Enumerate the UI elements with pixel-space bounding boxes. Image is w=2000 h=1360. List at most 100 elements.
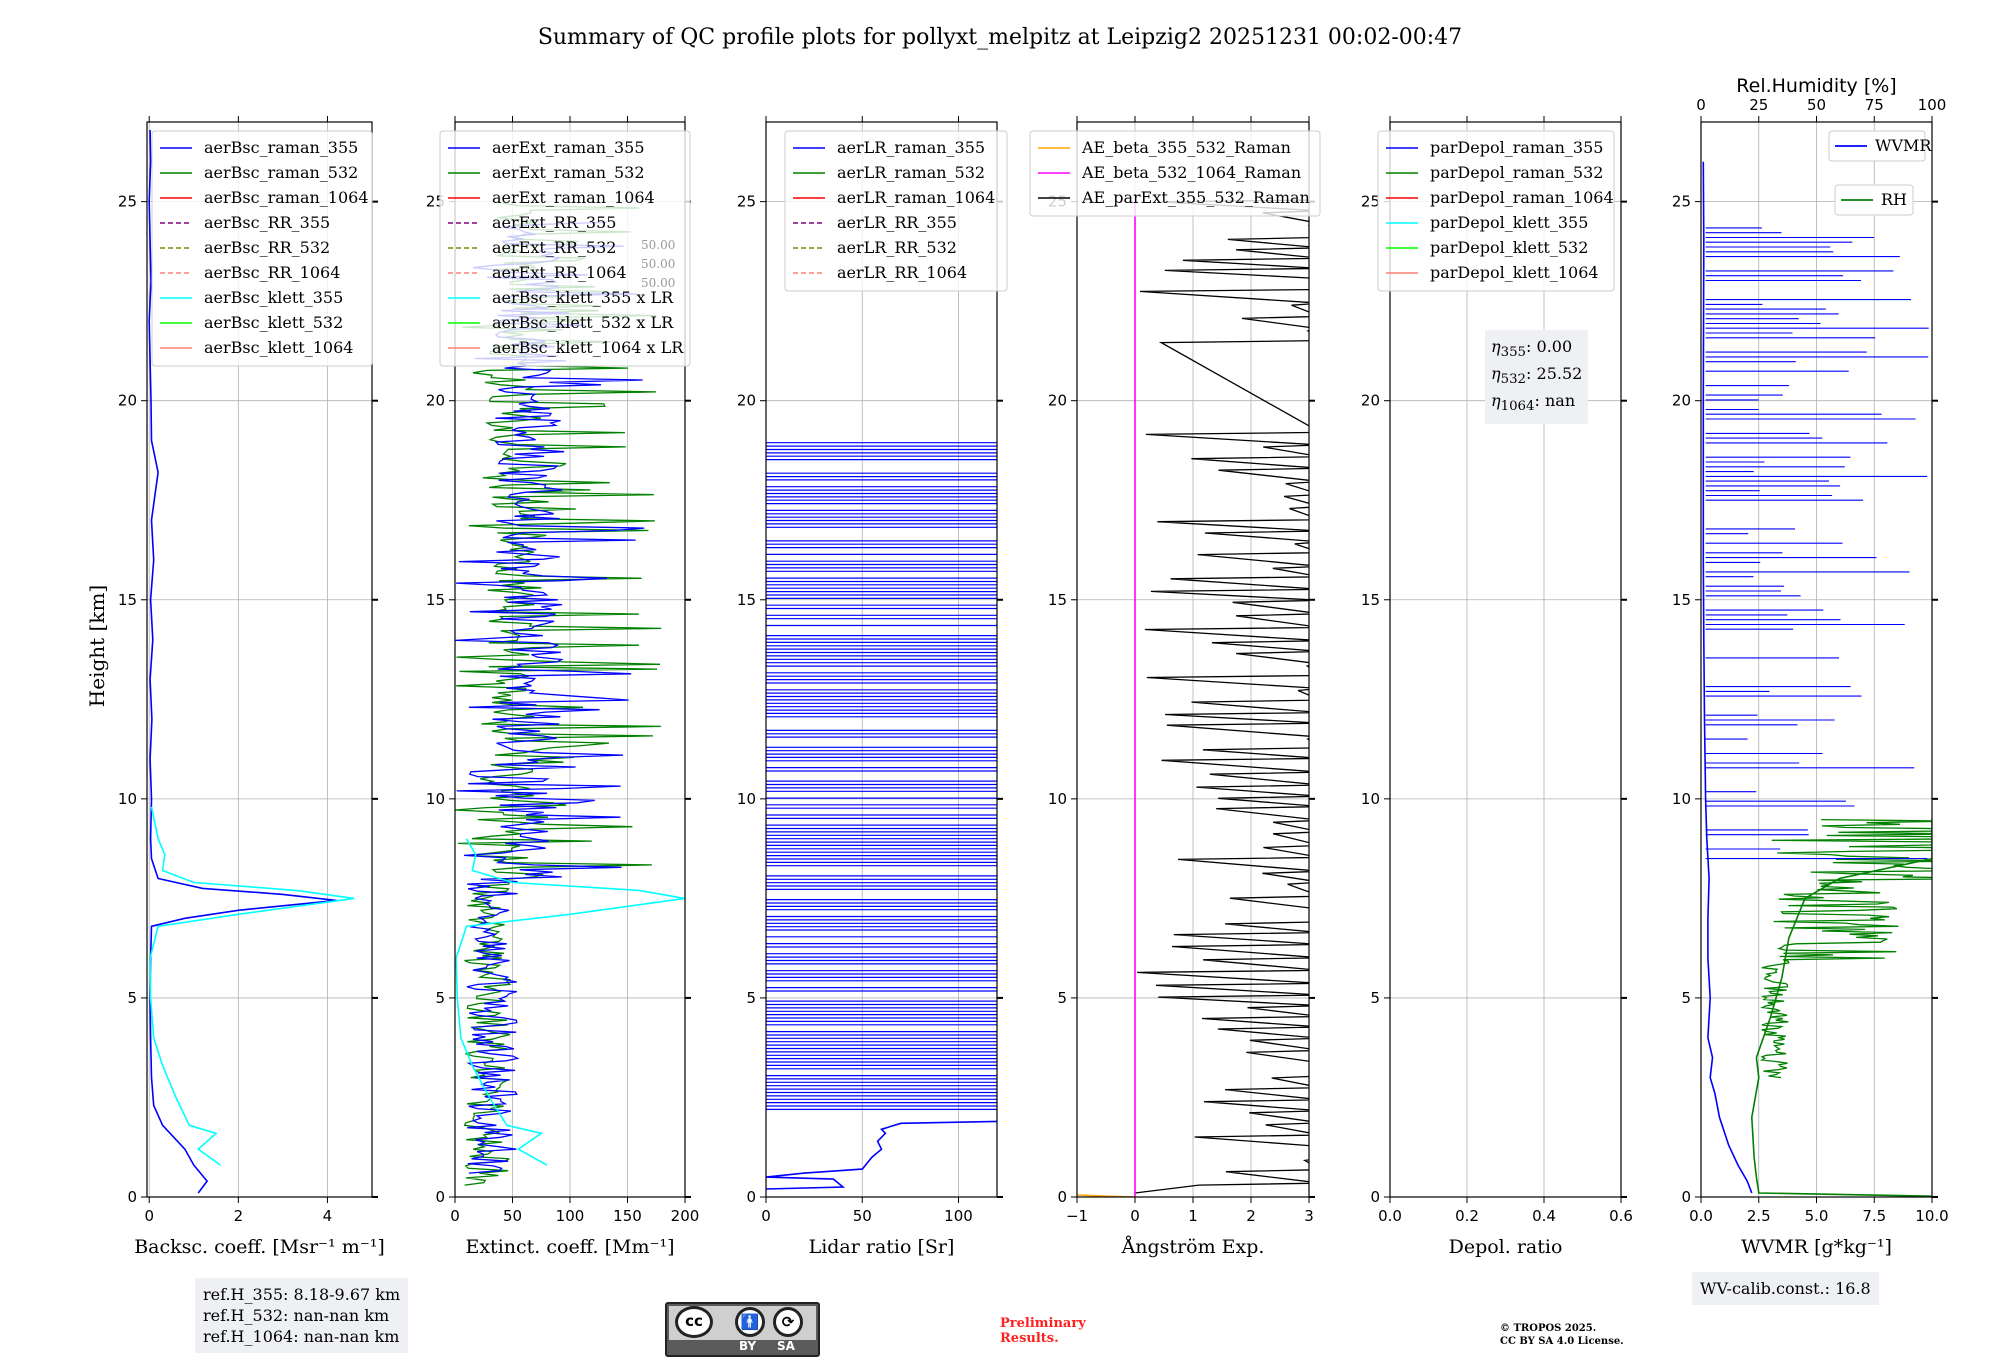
lr-label: 50.00 <box>641 257 675 271</box>
top-tick-label: 0 <box>1696 96 1706 114</box>
eta-532: η532: 25.52 <box>1491 364 1583 388</box>
y-tick-label: 20 <box>1048 392 1067 410</box>
lr-label: 50.00 <box>641 238 675 252</box>
y-tick-label: 5 <box>1057 989 1067 1007</box>
plot-frame <box>1076 121 1310 1198</box>
legend-label: aerLR_raman_1064 <box>837 188 995 207</box>
legend-label: aerBsc_klett_355 x LR <box>492 288 674 307</box>
y-tick-label: 25 <box>1672 193 1691 211</box>
y-tick-label: 0 <box>127 1188 137 1206</box>
x-tick-label: 2.5 <box>1747 1207 1771 1225</box>
legend: parDepol_raman_355 parDepol_raman_532 parD… <box>1377 130 1615 292</box>
panel-6: 0.0 2.5 5.0 7.5 10.0 0 5 10 15 20 25 WVMR [g*kg⁻¹] 0… <box>1672 75 1949 1258</box>
legend-label: aerBsc_klett_1064 x LR <box>492 338 684 357</box>
preliminary-note: Preliminary Results. <box>1000 1316 1086 1346</box>
y-tick-label: 10 <box>737 790 756 808</box>
legend: WVMR RH <box>1828 130 1932 216</box>
series-aerLR-raman-355 <box>766 1120 997 1190</box>
cc-by-label: BY <box>739 1339 757 1353</box>
plot-frame <box>1389 121 1622 1198</box>
legend-label: parDepol_raman_532 <box>1430 163 1603 182</box>
panel-data <box>455 202 685 1186</box>
legend-label: aerExt_raman_532 <box>492 163 645 182</box>
legend-label: aerBsc_raman_1064 <box>204 188 369 207</box>
top-tick-label: 75 <box>1865 96 1884 114</box>
legend-box <box>1834 184 1914 216</box>
y-tick-label: 20 <box>1672 392 1691 410</box>
legend-label: aerBsc_klett_532 x LR <box>492 313 674 332</box>
legend-box <box>439 130 691 367</box>
y-tick-label: 5 <box>746 989 756 1007</box>
x-tick-label: 5.0 <box>1805 1207 1829 1225</box>
ref-height-1064: ref.H_1064: nan-nan km <box>203 1327 400 1346</box>
x-tick-label: 0 <box>1130 1207 1140 1225</box>
series-RH <box>1750 818 1932 1197</box>
ref-height-355: ref.H_355: 8.18-9.67 km <box>203 1285 401 1304</box>
series-aerExt-raman-355 <box>455 221 645 1174</box>
by-person-icon: 🚹 <box>735 1307 765 1337</box>
legend-label: aerBsc_RR_355 <box>204 213 330 232</box>
eta-355: η355: 0.00 <box>1491 337 1573 361</box>
x-tick-label: 0.4 <box>1532 1207 1556 1225</box>
legend-label: parDepol_raman_355 <box>1430 138 1603 157</box>
panel-1: 0 2 4 0 5 10 15 20 25 Backsc. coeff. [Msr⁻¹ m⁻¹] a… <box>118 116 385 1258</box>
y-tick-label: 15 <box>737 591 756 609</box>
x-tick-label: 0.0 <box>1378 1207 1402 1225</box>
x-tick-label: 50 <box>853 1207 872 1225</box>
y-tick-label: 20 <box>737 392 756 410</box>
series-aerLR-raman-355-bands <box>766 442 997 1110</box>
eta-box: η355: 0.00 η532: 25.52 η1064: nan <box>1485 330 1589 424</box>
legend-label: aerBsc_klett_532 <box>204 313 343 332</box>
y-tick-label: 10 <box>1361 790 1380 808</box>
wv-calib-box: WV-calib.const.: 16.8 <box>1692 1272 1879 1305</box>
x-tick-label: 50 <box>503 1207 522 1225</box>
top-tick-label: 25 <box>1749 96 1768 114</box>
series-WVMR-noise <box>1705 227 1929 860</box>
figure-title: Summary of QC profile plots for pollyxt_… <box>538 25 1462 50</box>
x-tick-label: 7.5 <box>1862 1207 1886 1225</box>
x-tick-label: 0 <box>450 1207 460 1225</box>
series-WVMR <box>1702 161 1753 1194</box>
legend-label: parDepol_klett_355 <box>1430 213 1588 232</box>
legend: aerBsc_raman_355 aerBsc_raman_532 aerBsc_r… <box>151 130 373 367</box>
y-tick-label: 10 <box>426 790 445 808</box>
legend-label: aerExt_RR_1064 <box>492 263 627 282</box>
panel-3: 0 50 100 0 5 10 15 20 25 Lidar ratio [Sr] aerLR_ra… <box>737 116 1008 1258</box>
x-tick-label: 0 <box>761 1207 771 1225</box>
y-tick-label: 5 <box>435 989 445 1007</box>
legend-label: aerExt_raman_1064 <box>492 188 655 207</box>
share-alike-icon: ⟳ <box>773 1307 803 1337</box>
y-tick-label: 0 <box>1057 1188 1067 1206</box>
legend-box <box>784 130 1008 292</box>
legend-label: RH <box>1881 190 1907 209</box>
cc-license-badge: cc 🚹 ⟳ BY SA <box>665 1302 820 1357</box>
x-tick-label: 2 <box>234 1207 244 1225</box>
legend-label: aerBsc_klett_1064 <box>204 338 353 357</box>
legend-label: aerLR_raman_532 <box>837 163 985 182</box>
y-tick-label: 10 <box>118 790 137 808</box>
y-tick-label: 5 <box>1681 989 1691 1007</box>
y-tick-label: 25 <box>737 193 756 211</box>
y-tick-label: 15 <box>426 591 445 609</box>
x-axis-label: Ångström Exp. <box>1121 1236 1265 1258</box>
legend-label: aerLR_RR_1064 <box>837 263 967 282</box>
x-tick-label: 2 <box>1246 1207 1256 1225</box>
series-aerBsc-raman-355 <box>148 129 337 1194</box>
x-tick-label: 1 <box>1188 1207 1198 1225</box>
legend-box <box>1377 130 1615 292</box>
x-axis-label: WVMR [g*kg⁻¹] <box>1741 1236 1892 1258</box>
legend: aerExt_raman_355 aerExt_raman_532 aerExt_r… <box>439 130 691 367</box>
y-tick-label: 20 <box>426 392 445 410</box>
y-tick-label: 0 <box>435 1188 445 1206</box>
top-tick-label: 50 <box>1807 96 1826 114</box>
legend: AE_beta_355_532_Raman AE_beta_532_1064_Ra… <box>1029 130 1321 217</box>
legend-label: aerExt_RR_532 <box>492 238 616 257</box>
legend-label: aerBsc_raman_532 <box>204 163 358 182</box>
x-tick-label: 200 <box>671 1207 700 1225</box>
ref-height-532: ref.H_532: nan-nan km <box>203 1306 390 1325</box>
lr-label: 50.00 <box>641 276 675 290</box>
y-tick-label: 25 <box>118 193 137 211</box>
legend-box <box>151 130 373 367</box>
